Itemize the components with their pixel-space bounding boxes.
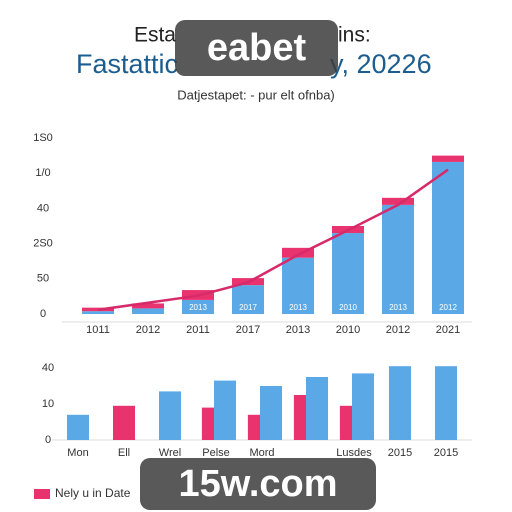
x-tick-label: 2015 [434, 447, 458, 459]
y-tick-label: 1S0 [33, 132, 53, 144]
x-tick-label: 2021 [436, 324, 460, 336]
y-tick-label: 0 [45, 434, 51, 446]
x-tick-label: 2017 [236, 324, 260, 336]
bar-label: 2012 [439, 303, 457, 312]
y-tick-label: 0 [40, 308, 46, 320]
legend: Nely u in Date [34, 486, 131, 500]
bar [293, 395, 306, 440]
legend-label: Nely u in Date [55, 486, 131, 500]
bar [214, 380, 236, 440]
bar [389, 366, 411, 440]
bar [332, 233, 364, 314]
bar [159, 391, 181, 440]
bar-label: 2013 [189, 303, 207, 312]
bar [132, 308, 164, 314]
subtitle-left: Fastattic [76, 49, 178, 79]
x-tick-label: Mon [67, 447, 88, 459]
watermark: 15w.com [178, 463, 337, 505]
bar [201, 407, 214, 440]
bar [132, 303, 164, 309]
x-tick-label: 2012 [136, 324, 160, 336]
legend-swatch [34, 489, 50, 499]
bar-label: 2010 [339, 303, 357, 312]
bar [435, 366, 457, 440]
bar [432, 161, 464, 314]
watermark: eabet [207, 27, 307, 69]
bar [382, 197, 414, 205]
bar [352, 373, 374, 440]
x-tick-label: 2012 [386, 324, 410, 336]
bar [82, 311, 114, 314]
y-tick-label: 2S0 [33, 238, 53, 250]
x-tick-label: Lusdes [336, 447, 372, 459]
bar [282, 247, 314, 258]
subtitle-right: y, 20226 [330, 49, 432, 79]
caption: Datjestapet: - pur elt ofnba) [177, 87, 335, 102]
x-tick-label: 2015 [388, 447, 412, 459]
bar [382, 204, 414, 314]
x-tick-label: Pelse [202, 447, 230, 459]
title-left: Esta [134, 24, 176, 47]
title-right: ins: [338, 24, 371, 47]
x-tick-label: 2010 [336, 324, 360, 336]
x-tick-label: Ell [118, 447, 130, 459]
bar [282, 257, 314, 314]
bar [432, 155, 464, 162]
bar [260, 386, 282, 440]
y-tick-label: 40 [37, 202, 49, 214]
bar-label: 2013 [389, 303, 407, 312]
bar-label: 2017 [239, 303, 257, 312]
bar [182, 299, 214, 314]
y-tick-label: 1/0 [35, 167, 50, 179]
bar [306, 377, 328, 440]
y-tick-label: 50 [37, 273, 49, 285]
bar-label: 2013 [289, 303, 307, 312]
y-tick-label: 10 [42, 398, 54, 410]
bar [247, 414, 260, 440]
watermark-box [140, 458, 376, 510]
y-tick-label: 40 [42, 362, 54, 374]
x-tick-label: Wrel [159, 447, 181, 459]
x-tick-label: 2011 [186, 324, 210, 336]
watermark-box [175, 20, 338, 76]
bar [67, 414, 89, 440]
bar [232, 285, 264, 314]
line [97, 168, 449, 312]
x-tick-label: Mord [249, 447, 274, 459]
bar [113, 405, 135, 440]
bar [339, 405, 352, 440]
x-tick-label: 2013 [286, 324, 310, 336]
x-tick-label: 1011 [86, 324, 110, 336]
